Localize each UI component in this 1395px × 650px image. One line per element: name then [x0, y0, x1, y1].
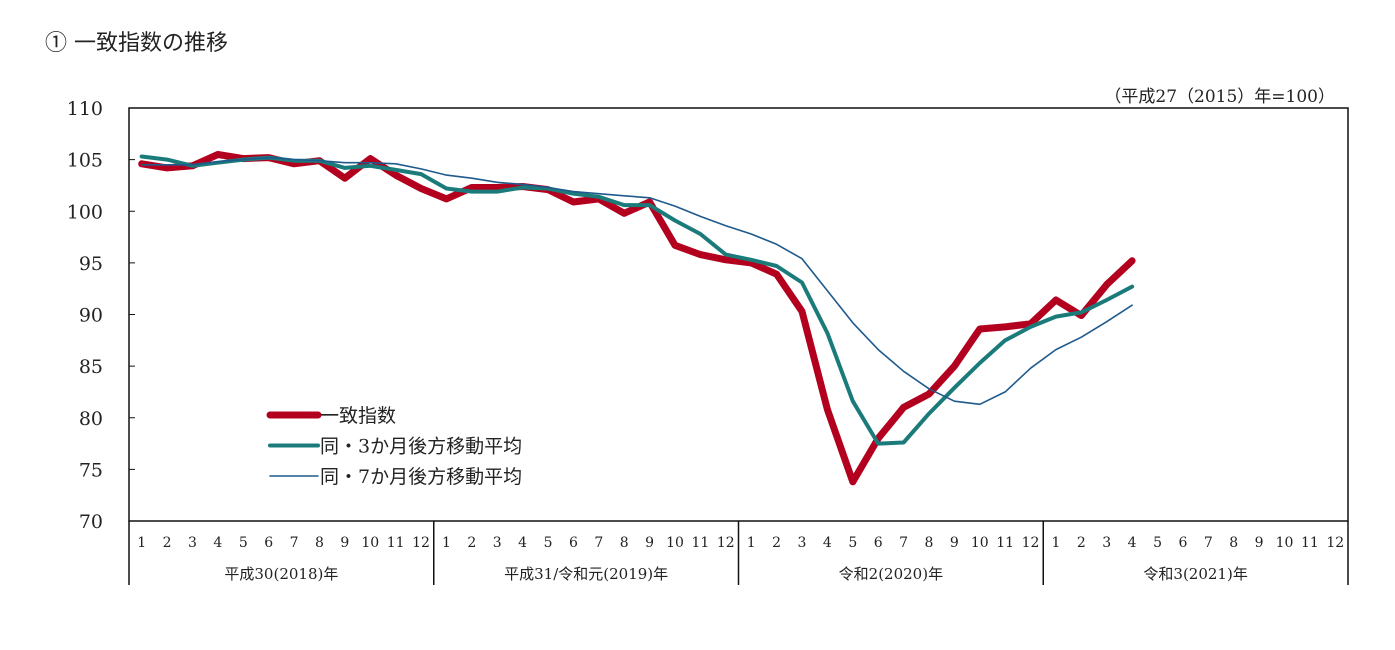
month-tick-label: 1: [747, 535, 756, 551]
month-tick-label: 11: [996, 535, 1014, 551]
month-tick-label: 11: [691, 535, 709, 551]
month-tick-label: 2: [467, 535, 476, 551]
year-label: 令和2(2020)年: [839, 565, 943, 583]
month-tick-label: 3: [188, 535, 197, 551]
y-tick-label: 85: [79, 356, 103, 378]
month-tick-label: 10: [1276, 535, 1294, 551]
plot-area: [128, 107, 1349, 522]
month-tick-label: 10: [666, 535, 684, 551]
year-label: 平成31/令和元(2019)年: [504, 565, 668, 583]
month-tick-label: 3: [798, 535, 807, 551]
month-tick-label: 2: [1077, 535, 1086, 551]
y-tick-label: 100: [67, 201, 103, 223]
month-tick-label: 12: [412, 535, 430, 551]
month-tick-label: 9: [645, 535, 654, 551]
month-tick-label: 8: [1229, 535, 1238, 551]
chart-title: ① 一致指数の推移: [45, 31, 228, 56]
month-tick-label: 4: [518, 535, 527, 551]
month-tick-label: 12: [717, 535, 735, 551]
series-lines: [138, 151, 1136, 486]
y-tick-label: 95: [79, 253, 103, 275]
month-tick-label: 4: [1128, 535, 1137, 551]
y-tick-label: 80: [79, 408, 103, 430]
legend-label: 同・7か月後方移動平均: [320, 466, 522, 488]
series-line-1: [139, 154, 1135, 446]
month-tick-label: 12: [1326, 535, 1344, 551]
series-line-2: [140, 156, 1133, 406]
month-tick-label: 7: [594, 535, 603, 551]
month-tick-label: 7: [290, 535, 299, 551]
month-tick-label: 9: [950, 535, 959, 551]
month-tick-label: 5: [544, 535, 553, 551]
unit-note: （平成27（2015）年=100）: [1104, 87, 1335, 107]
month-tick-label: 6: [874, 535, 883, 551]
month-tick-label: 4: [213, 535, 222, 551]
month-tick-label: 9: [1255, 535, 1264, 551]
month-tick-label: 3: [493, 535, 502, 551]
month-tick-label: 10: [361, 535, 379, 551]
legend-label: 一致指数: [320, 405, 396, 427]
month-tick-label: 3: [1102, 535, 1111, 551]
y-tick-label: 110: [67, 98, 103, 120]
month-tick-label: 9: [340, 535, 349, 551]
year-label: 平成30(2018)年: [224, 565, 338, 583]
month-tick-label: 1: [137, 535, 146, 551]
y-tick-label: 75: [79, 459, 103, 481]
month-tick-label: 12: [1022, 535, 1040, 551]
month-tick-label: 8: [925, 535, 934, 551]
month-tick-label: 4: [823, 535, 832, 551]
month-tick-label: 8: [620, 535, 629, 551]
month-tick-label: 11: [387, 535, 405, 551]
month-tick-label: 6: [1178, 535, 1187, 551]
year-label: 令和3(2021)年: [1143, 565, 1247, 583]
month-tick-label: 7: [899, 535, 908, 551]
month-tick-label: 8: [315, 535, 324, 551]
month-tick-label: 6: [264, 535, 273, 551]
y-axis: 110 105 100 95 90 85 80 75 70: [67, 98, 135, 533]
month-tick-label: 2: [163, 535, 172, 551]
month-tick-label: 5: [239, 535, 248, 551]
month-tick-label: 2: [772, 535, 781, 551]
legend-label: 同・3か月後方移動平均: [320, 436, 522, 458]
month-tick-label: 1: [1051, 535, 1060, 551]
month-tick-label: 5: [848, 535, 857, 551]
month-tick-label: 5: [1153, 535, 1162, 551]
month-tick-label: 6: [569, 535, 578, 551]
y-tick-label: 70: [79, 511, 103, 533]
month-tick-label: 11: [1301, 535, 1319, 551]
month-tick-label: 7: [1204, 535, 1213, 551]
y-tick-label: 105: [67, 150, 103, 172]
month-tick-label: 10: [971, 535, 989, 551]
y-tick-label: 90: [79, 305, 103, 327]
month-tick-label: 1: [442, 535, 451, 551]
